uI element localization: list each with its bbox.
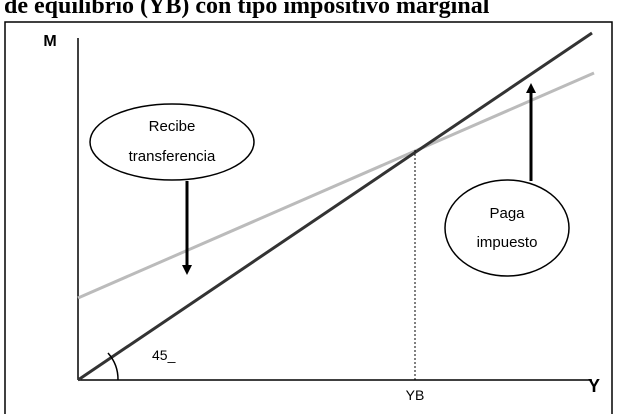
angle-arc [107, 352, 119, 381]
callout-text: Paga [489, 205, 525, 222]
callout-text: Recibe [149, 118, 196, 135]
45-degree-line [77, 31, 593, 382]
x-axis-label: Y [588, 376, 600, 396]
angle-label: 45_ [152, 347, 176, 363]
label-bg [395, 386, 437, 404]
equilibrium-label: YB [406, 387, 425, 403]
title: de equilibrio (YB) con tipo impositivo m… [4, 0, 490, 19]
callout-bubble [444, 179, 570, 277]
tax-line [77, 71, 595, 300]
callout-text: impuesto [477, 234, 538, 251]
callout-bubble [89, 103, 255, 181]
frame [4, 21, 613, 414]
callout-text: transferencia [129, 148, 216, 165]
y-axis-label: M [43, 33, 56, 50]
